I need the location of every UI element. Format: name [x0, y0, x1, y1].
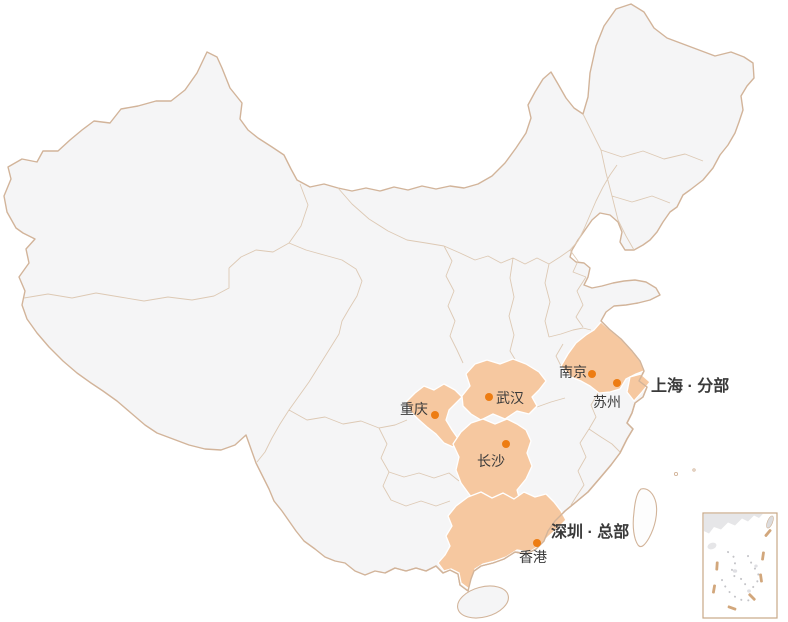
city-dot-changsha	[502, 440, 510, 448]
taiwan-island	[632, 488, 658, 548]
city-dot-chongqing	[431, 411, 439, 419]
inset-hainan	[707, 542, 717, 550]
highlighted-provinces	[405, 321, 651, 590]
city-label-suzhou: 苏州	[593, 394, 621, 410]
coastal-islet	[673, 471, 679, 477]
inset-island-group	[754, 564, 758, 568]
city-label-shanghai-branch: 上海 · 分部	[651, 376, 729, 395]
province-borders	[23, 113, 704, 507]
inset-island-group	[732, 569, 738, 573]
city-dot-suzhou	[613, 379, 621, 387]
coastline-overlay	[384, 320, 648, 592]
mainland-china	[3, 3, 755, 592]
inset-taiwan	[766, 515, 774, 529]
inset-mainland-coast	[703, 513, 763, 534]
province-guangdong	[437, 491, 567, 590]
city-label-shenzhen-hq: 深圳 · 总部	[551, 522, 629, 541]
nine-dash-line	[711, 529, 772, 611]
province-hubei	[461, 358, 547, 421]
city-label-chongqing: 重庆	[400, 401, 428, 417]
city-dot-wuhan	[485, 393, 493, 401]
city-label-nanjing: 南京	[559, 364, 587, 380]
south-china-sea-inset	[702, 512, 778, 619]
hainan-island	[457, 585, 509, 619]
inset-frame	[702, 512, 778, 619]
city-markers: 重庆 武汉 南京 苏州 上海 · 分部 长沙 深圳 · 总部 香港	[400, 364, 729, 565]
inset-island-group	[747, 589, 751, 593]
city-label-changsha: 长沙	[477, 453, 505, 469]
city-dot-shenzhen	[533, 539, 541, 547]
city-label-hongkong: 香港	[519, 549, 547, 565]
coastal-islet	[692, 468, 696, 472]
city-label-wuhan: 武汉	[496, 390, 524, 406]
province-shanghai	[626, 373, 651, 402]
city-dot-nanjing	[588, 370, 596, 378]
